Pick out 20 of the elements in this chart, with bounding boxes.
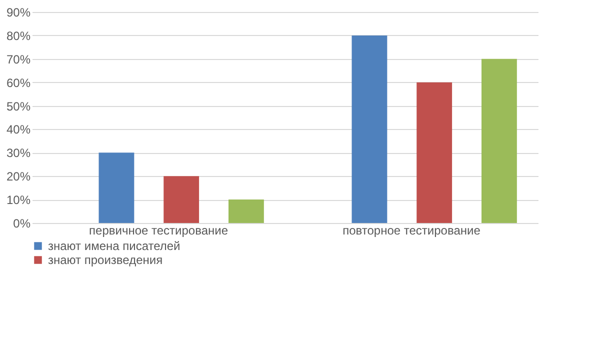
bar bbox=[352, 35, 388, 223]
y-tick-label: 0% bbox=[13, 216, 31, 230]
y-tick-label: 10% bbox=[6, 193, 31, 208]
y-tick-label: 60% bbox=[6, 76, 31, 90]
bar bbox=[416, 82, 452, 223]
y-tick-label: 50% bbox=[6, 99, 31, 114]
x-tick-label: первичное тестирование bbox=[89, 224, 228, 238]
y-tick-label: 80% bbox=[6, 28, 31, 43]
x-tick-label: повторное тестирование bbox=[342, 224, 481, 238]
bar bbox=[481, 58, 517, 223]
bar bbox=[228, 200, 264, 223]
y-tick-label: 30% bbox=[6, 146, 31, 160]
bar bbox=[164, 176, 200, 223]
legend-label: знают имена писателей bbox=[48, 239, 180, 253]
bar bbox=[98, 152, 134, 223]
y-tick-label: 40% bbox=[6, 122, 31, 137]
y-tick-label: 70% bbox=[6, 52, 31, 66]
legend-label: знают произведения bbox=[48, 253, 163, 267]
y-tick-label: 20% bbox=[6, 170, 31, 184]
y-tick-label: 90% bbox=[6, 6, 31, 20]
